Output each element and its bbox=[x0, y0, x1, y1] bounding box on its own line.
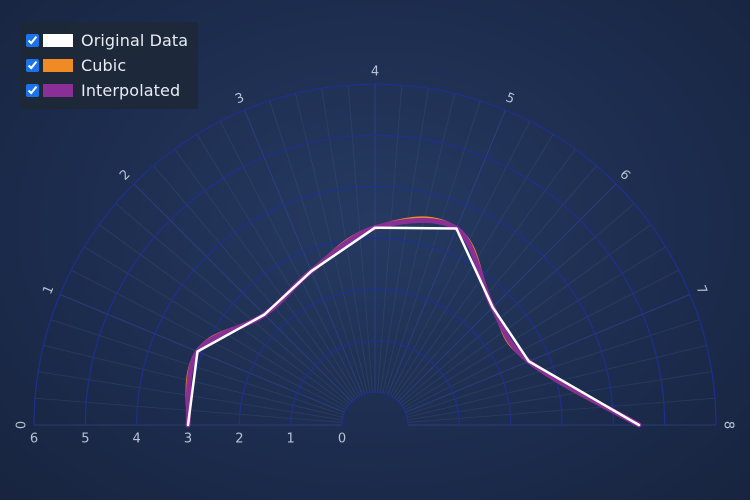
radial-tick-label: 3 bbox=[184, 432, 192, 447]
radial-tick-label: 4 bbox=[133, 432, 141, 447]
legend-swatch-original-data bbox=[43, 34, 73, 47]
radial-gridline bbox=[84, 135, 666, 426]
angular-tick-label: 1 bbox=[40, 283, 57, 296]
radial-gridline bbox=[136, 186, 614, 426]
legend-label-cubic: Cubic bbox=[81, 56, 127, 75]
legend-checkbox-original-data[interactable] bbox=[26, 34, 39, 47]
legend-label-original-data: Original Data bbox=[81, 31, 189, 50]
angular-tick-label: 2 bbox=[117, 167, 133, 183]
series-line-original-data bbox=[186, 226, 641, 427]
radial-gridline bbox=[33, 83, 717, 426]
legend-item-original-data[interactable]: Original Data bbox=[26, 28, 188, 53]
angular-tick-label: 4 bbox=[371, 65, 379, 80]
radial-gridline bbox=[341, 391, 409, 426]
polar-grid bbox=[33, 83, 717, 426]
series-layer bbox=[185, 216, 642, 428]
radial-tick-label: 5 bbox=[81, 432, 89, 447]
angular-tick-label: 7 bbox=[693, 283, 710, 296]
radial-tick-label: 6 bbox=[30, 432, 38, 447]
radial-tick-label: 1 bbox=[287, 432, 295, 447]
legend: Original Data Cubic Interpolated bbox=[20, 22, 199, 109]
angular-tick-label: 0 bbox=[15, 421, 30, 429]
legend-checkbox-cubic[interactable] bbox=[26, 59, 39, 72]
legend-label-interpolated: Interpolated bbox=[81, 81, 181, 100]
legend-swatch-interpolated bbox=[43, 84, 73, 97]
angular-tick-label: 8 bbox=[721, 421, 736, 429]
legend-checkbox-interpolated[interactable] bbox=[26, 84, 39, 97]
legend-swatch-cubic bbox=[43, 59, 73, 72]
angular-tick-label: 6 bbox=[616, 167, 632, 183]
angular-tick-label: 5 bbox=[503, 90, 516, 107]
radial-tick-label: 0 bbox=[338, 432, 346, 447]
legend-item-interpolated[interactable]: Interpolated bbox=[26, 78, 188, 103]
angular-tick-label: 3 bbox=[233, 90, 246, 107]
radial-gridline bbox=[238, 288, 512, 426]
radial-gridline bbox=[290, 340, 460, 426]
legend-item-cubic[interactable]: Cubic bbox=[26, 53, 188, 78]
series-line-interpolated bbox=[185, 217, 642, 428]
radial-tick-label: 2 bbox=[235, 432, 243, 447]
